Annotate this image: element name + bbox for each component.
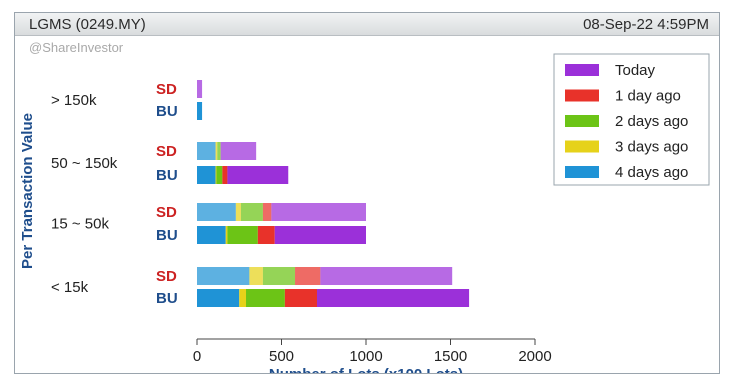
timestamp: 08-Sep-22 4:59PM [583,16,709,33]
bu-row-label: BU [156,227,178,244]
bar-segment-day2 [227,226,258,244]
bar-segment-today [220,142,257,160]
legend-label: 1 day ago [615,88,681,105]
bar-segment-day4 [197,142,216,160]
legend-swatch-day2 [565,115,599,127]
bar-segment-day4 [197,166,216,184]
category-label: < 15k [51,279,89,296]
legend-label: Today [615,62,656,79]
bar-segment-day2 [246,289,285,307]
bar-segment-day4 [197,203,236,221]
sd-row-label: SD [156,268,177,285]
bar-segment-day4 [197,267,250,285]
bar-segment-day4 [197,226,226,244]
legend-label: 3 days ago [615,139,688,156]
bar-segment-today [197,80,203,98]
bar-segment-today [271,203,366,221]
bar-segment-day1 [257,226,275,244]
x-tick-label: 2000 [518,348,551,365]
bu-row-label: BU [156,290,178,307]
x-tick-label: 0 [193,348,201,365]
x-tick-label: 1500 [434,348,467,365]
category-label: 50 ~ 150k [51,155,118,172]
bar-segment-day1 [262,203,272,221]
sd-row-label: SD [156,143,177,160]
legend-swatch-day1 [565,89,599,102]
bar-segment-day3 [215,142,218,160]
bar-segment-today [227,166,289,184]
bar-segment-day1 [295,267,321,285]
sd-row-label: SD [156,204,177,221]
watermark: @ShareInvestor [29,40,124,55]
bu-row-label: BU [156,103,178,120]
category-label: > 150k [51,92,97,109]
bar-segment-day2 [217,142,221,160]
bu-row-label: BU [156,167,178,184]
x-axis-title: Number of Lots (x100 Lots) [269,366,463,374]
legend-swatch-day4 [565,166,599,178]
bar-segment-today [320,267,453,285]
bar-segment-day2 [262,267,296,285]
category-label: 15 ~ 50k [51,216,109,233]
bar-segment-day3 [249,267,263,285]
bar-segment-day4 [197,289,240,307]
bar-segment-day3 [239,289,247,307]
bar-segment-today [316,289,470,307]
legend-label: 4 days ago [615,164,688,181]
chart-panel: LGMS (0249.MY) 08-Sep-22 4:59PM @ShareIn… [14,12,720,374]
transaction-value-chart: @ShareInvestor Per Transaction Value > 150… [19,40,710,374]
bar-segment-day1 [222,166,228,184]
legend-swatch-today [565,64,599,76]
bar-segment-day2 [216,166,223,184]
bar-segment-day3 [235,203,241,221]
stock-ticker: LGMS (0249.MY) [29,16,146,33]
legend-label: 2 days ago [615,113,688,130]
y-axis-title: Per Transaction Value [19,113,36,269]
x-tick-label: 500 [269,348,294,365]
bar-segment-day3 [225,226,228,244]
title-bar: LGMS (0249.MY) 08-Sep-22 4:59PM [15,13,719,36]
bar-segment-today [274,226,366,244]
x-tick-label: 1000 [349,348,382,365]
bar-segment-day1 [284,289,317,307]
bar-segment-day3 [215,166,217,184]
sd-row-label: SD [156,81,177,98]
bar-segment-day4 [197,102,203,120]
legend-swatch-day3 [565,140,599,153]
bar-segment-day2 [240,203,263,221]
